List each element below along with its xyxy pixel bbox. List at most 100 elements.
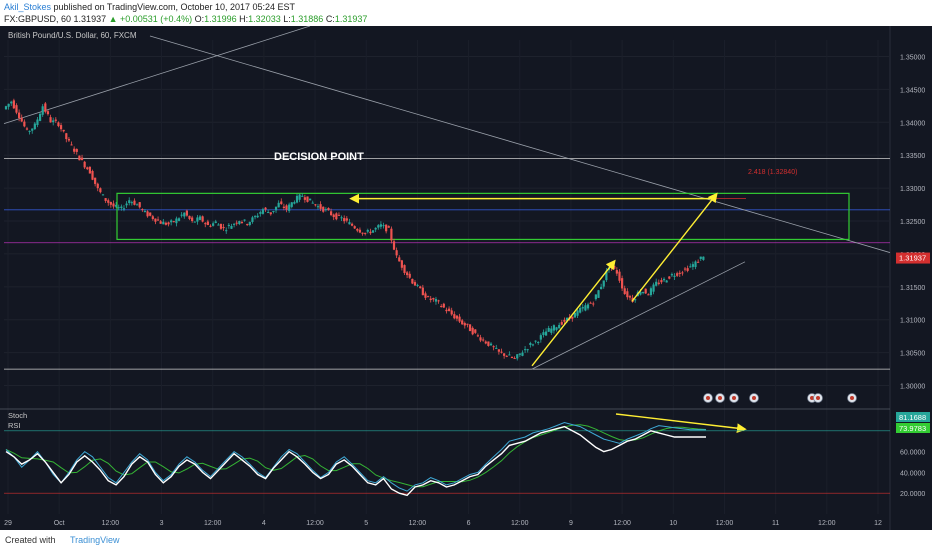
candle-body (122, 208, 126, 210)
candle-body (75, 149, 78, 152)
candle-body (476, 335, 480, 337)
event-icons[interactable] (703, 393, 857, 403)
author-link[interactable]: Akil_Stokes (4, 2, 52, 12)
x-tick-label: 5 (364, 520, 368, 527)
candle-body (332, 214, 335, 218)
last-price: 1.31937 (73, 14, 107, 24)
candle-body (683, 268, 687, 270)
candle-body (33, 123, 36, 130)
candle-body (356, 228, 359, 231)
candle-body (563, 319, 566, 322)
candle-body (345, 218, 348, 221)
candle-body (565, 317, 569, 321)
event-flag-dot-icon (732, 396, 736, 400)
candle-body (526, 349, 529, 351)
candle-body (691, 264, 694, 267)
candle-body (36, 119, 39, 126)
candle-body (107, 200, 110, 203)
candle-body (450, 310, 453, 315)
candle-body (149, 212, 152, 216)
candle-body (125, 203, 128, 206)
candle-body (534, 340, 537, 342)
candle-body (204, 223, 207, 225)
candle-body (395, 250, 398, 256)
candle-body (78, 155, 81, 161)
x-tick-label: Oct (54, 520, 65, 527)
candle-body (227, 224, 230, 226)
candle-body (584, 305, 587, 311)
drawing-lines (0, 26, 891, 410)
candle-body (508, 354, 511, 356)
time-axis: 29 Oct 12:00 3 12:00 4 12:00 5 12:00 6 12:00 9 12:00… (4, 520, 882, 527)
x-tick-label: 12 (874, 520, 882, 527)
candle-body (73, 148, 76, 152)
candle-body (479, 337, 482, 341)
low-label: L: (283, 14, 291, 24)
candle-body (597, 290, 600, 298)
candle-body (196, 217, 199, 222)
candle-body (424, 293, 427, 298)
candle-body (193, 221, 196, 223)
candle-body (670, 274, 674, 276)
candle-body (662, 278, 666, 281)
candle-body (403, 265, 406, 273)
trendline (149, 35, 891, 253)
arrow-up-1 (531, 259, 616, 367)
open-value: 1.31996 (204, 14, 237, 24)
candle-body (57, 122, 60, 127)
candle-body (243, 219, 246, 221)
candle-body (655, 281, 658, 286)
candle-body (115, 204, 118, 207)
candle-body (185, 210, 188, 216)
x-tick-label: 12:00 (613, 520, 631, 527)
price-chart[interactable]: British Pound/U.S. Dollar, 60, FXCM DECI… (0, 26, 932, 530)
candle-body (94, 177, 97, 184)
candle-body (434, 299, 438, 302)
candle-body (159, 221, 162, 224)
candle-body (232, 223, 236, 225)
candle-body (560, 322, 563, 325)
candle-body (702, 256, 705, 260)
candle-body (288, 204, 291, 211)
candle-body (558, 324, 561, 329)
stoch-k-line (5, 421, 706, 492)
candle-body (555, 327, 558, 330)
candle-body (4, 106, 8, 110)
low-value: 1.31886 (290, 14, 324, 24)
high-value: 1.32033 (248, 14, 281, 24)
candle-body (128, 200, 131, 203)
candle-body (99, 188, 102, 193)
candle-body (618, 271, 621, 281)
candle-body (198, 216, 202, 220)
candle-body (209, 225, 212, 227)
candle-body (628, 296, 632, 298)
candle-body (442, 303, 445, 308)
candle-body (188, 215, 191, 219)
candle-body (471, 327, 474, 335)
candle-body (264, 207, 267, 210)
candle-body (272, 210, 275, 212)
candle-body (521, 352, 524, 356)
y-tick-label: 1.33000 (900, 186, 925, 193)
x-tick-label: 12:00 (102, 520, 120, 527)
candle-body (689, 266, 692, 268)
candle-body (686, 268, 689, 271)
osc-y-tick-label: 60.0000 (900, 450, 925, 457)
tradingview-logo-link[interactable]: TradingView (70, 535, 120, 545)
candle-body (212, 223, 215, 226)
candle-body (10, 101, 13, 104)
candle-body (154, 218, 157, 222)
candle-body (605, 270, 608, 281)
candle-body (235, 222, 238, 224)
osc-y-tick-label: 20.0000 (900, 491, 925, 498)
rsi-tag-text: 73.9783 (899, 424, 926, 433)
candle-body (83, 161, 86, 168)
candle-body (437, 300, 440, 302)
candle-body (447, 308, 451, 312)
candle-body (429, 298, 432, 300)
candle-body (146, 211, 149, 217)
candle-body (408, 273, 411, 278)
chart-header: Akil_Stokes published on TradingView.com… (0, 0, 932, 26)
y-tick-label: 1.34500 (900, 87, 925, 94)
stoch-tag: 81.1688 (896, 412, 930, 422)
